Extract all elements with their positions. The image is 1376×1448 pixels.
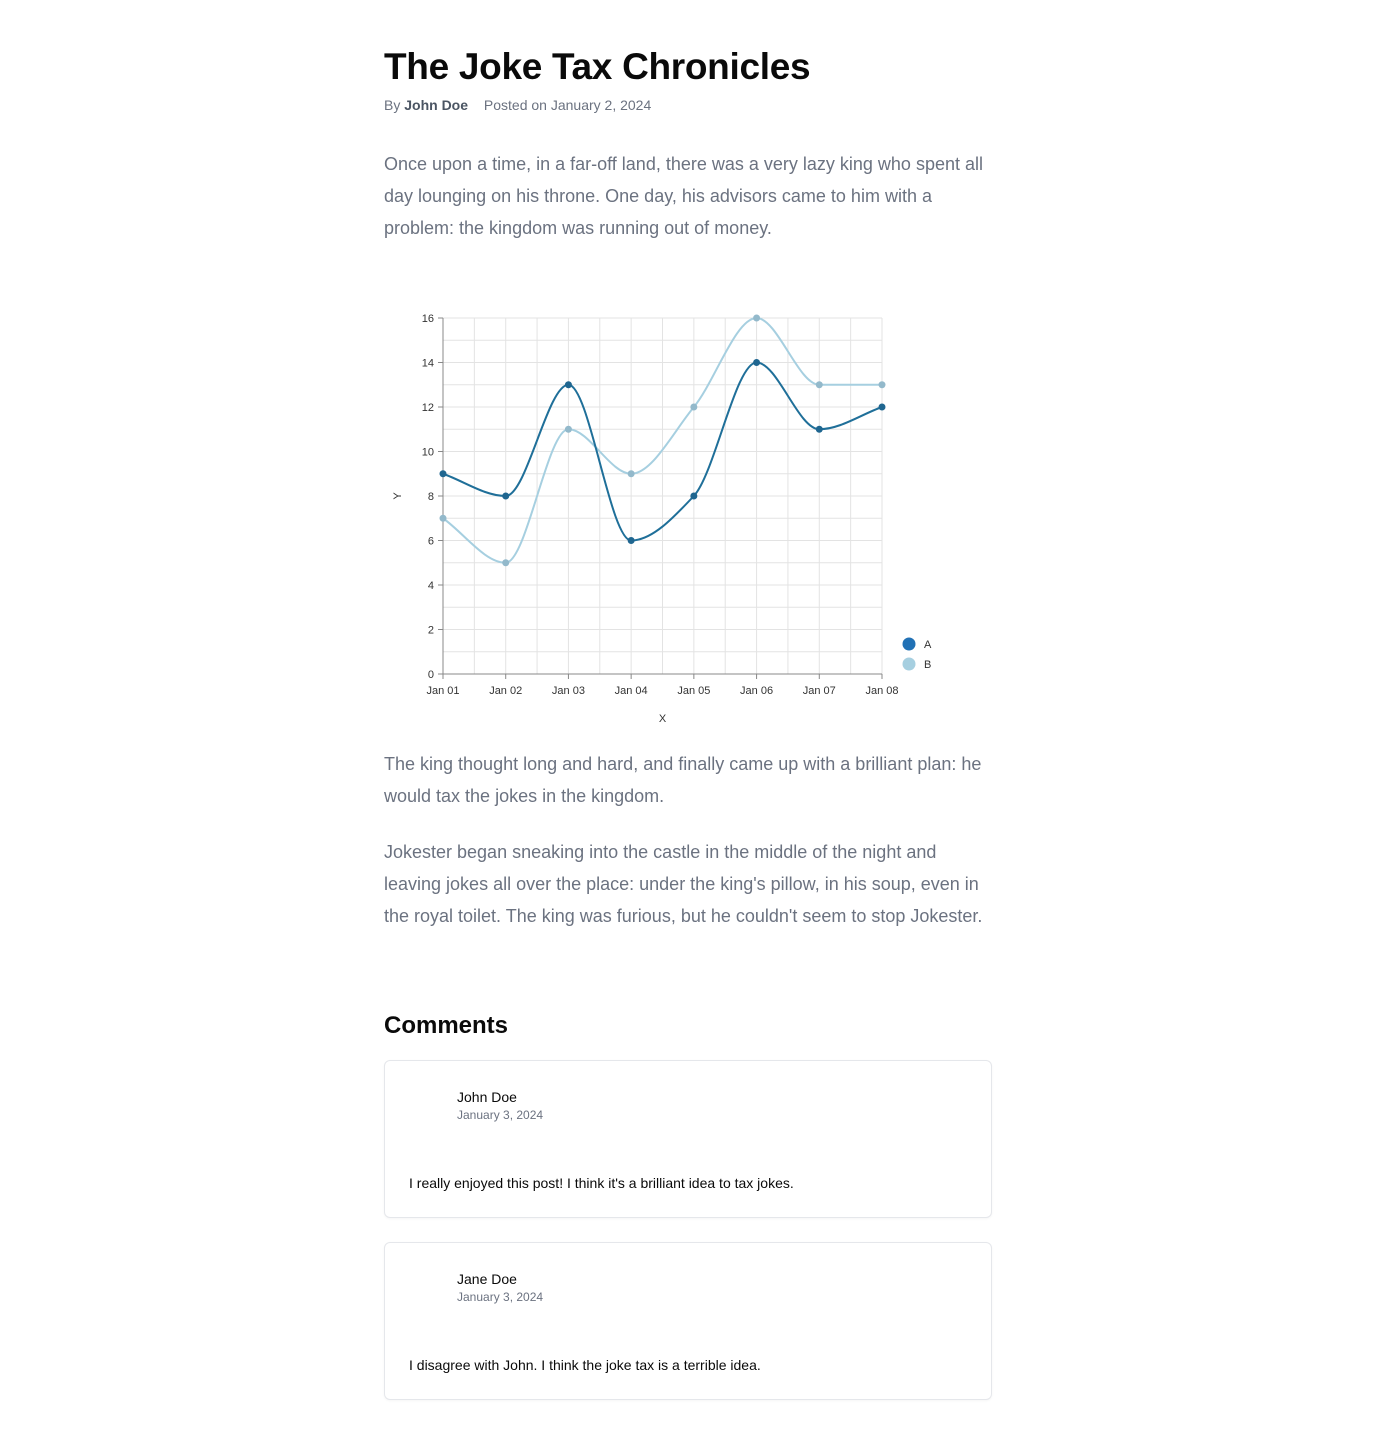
article-paragraph-3: Jokester began sneaking into the castle …: [384, 842, 983, 926]
data-point-b: [753, 314, 761, 322]
comment-date: January 3, 2024: [457, 1108, 544, 1122]
x-tick-label: Jan 07: [803, 685, 836, 697]
comment-card: John Doe January 3, 2024 I really enjoye…: [384, 1060, 992, 1218]
comment-author: John Doe: [457, 1089, 517, 1105]
data-point-a: [878, 403, 886, 411]
data-point-b: [564, 425, 572, 433]
x-tick-label: Jan 02: [489, 685, 522, 697]
comment-text: I disagree with John. I think the joke t…: [409, 1357, 761, 1373]
data-point-a: [627, 537, 635, 544]
author-name[interactable]: John Doe: [404, 97, 469, 113]
data-point-a: [439, 470, 447, 478]
comment-date: January 3, 2024: [457, 1290, 544, 1304]
line-chart: 0 2 4 6 8 10 12 14 16 Jan 01 Jan 02 Jan 03 Jan 04 Jan…: [384, 296, 944, 736]
comment-author: Jane Doe: [457, 1271, 517, 1287]
x-tick-label: Jan 01: [426, 685, 459, 697]
data-point-b: [690, 403, 698, 411]
x-tick-label: Jan 03: [552, 685, 585, 697]
x-tick-label: Jan 06: [740, 685, 773, 697]
comment-card: Jane Doe January 3, 2024 I disagree with…: [384, 1242, 992, 1400]
y-tick-label: 8: [428, 491, 434, 503]
data-point-a: [690, 492, 698, 500]
x-tick-label: Jan 05: [677, 685, 710, 697]
x-tick-label: Jan 08: [865, 685, 898, 697]
y-axis-title: Y: [392, 492, 404, 500]
y-tick-label: 2: [428, 625, 434, 637]
article-meta: By John Doe Posted on January 2, 2024: [384, 97, 651, 113]
comment-text: I really enjoyed this post! I think it's…: [409, 1175, 794, 1191]
legend-label-b: B: [924, 659, 931, 671]
avatar: [409, 1271, 449, 1311]
y-tick-label: 4: [428, 580, 434, 592]
posted-date: Posted on January 2, 2024: [483, 97, 652, 113]
data-point-a: [564, 381, 572, 389]
data-point-a: [753, 359, 761, 366]
series-line-b: [442, 316, 882, 564]
x-tick-label: Jan 04: [615, 685, 648, 697]
data-point-b: [627, 470, 635, 478]
data-point-a: [815, 425, 823, 433]
avatar: [409, 1089, 449, 1129]
chart-svg: 0 2 4 6 8 10 12 14 16 Jan 01 Jan 02 Jan 03 Jan 04 Jan…: [392, 313, 932, 725]
y-tick-label: 6: [428, 536, 434, 548]
y-tick-label: 16: [422, 313, 434, 325]
data-point-b: [878, 381, 886, 389]
legend-swatch-a: [902, 637, 916, 651]
y-tick-label: 14: [422, 358, 434, 370]
data-point-a: [502, 492, 510, 500]
series-line-a: [442, 361, 883, 542]
article-paragraph-1: Once upon a time, in a far-off land, the…: [384, 154, 983, 238]
legend-label-a: A: [924, 639, 932, 651]
page-title: The Joke Tax Chronicles: [384, 46, 811, 87]
data-point-b: [439, 514, 447, 522]
article-paragraph-2: The king thought long and hard, and fina…: [384, 754, 982, 806]
x-axis-title: X: [659, 713, 667, 725]
y-tick-label: 10: [422, 447, 434, 459]
y-tick-label: 0: [428, 669, 434, 681]
data-point-b: [815, 381, 823, 389]
comments-heading: Comments: [384, 1012, 509, 1039]
data-point-b: [502, 559, 510, 567]
byline-prefix: By: [384, 97, 401, 113]
y-tick-label: 12: [422, 402, 434, 414]
legend-swatch-b: [902, 657, 916, 671]
